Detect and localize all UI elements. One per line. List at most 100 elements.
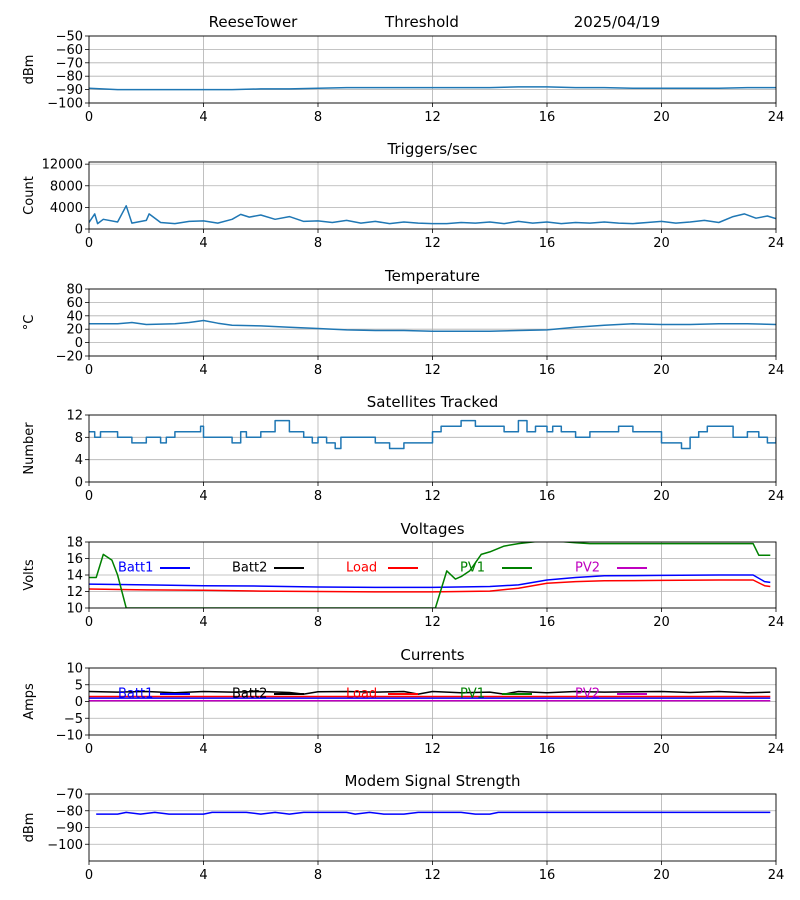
panel-title: Voltages bbox=[400, 520, 464, 538]
x-tick-label: 0 bbox=[85, 489, 93, 504]
x-tick-label: 16 bbox=[539, 615, 556, 630]
legend: Batt1 Batt2 Load PV1 PV2 bbox=[118, 687, 647, 702]
y-tick-label: −60 bbox=[56, 43, 83, 58]
y-axis-label: Volts bbox=[22, 559, 37, 591]
y-tick-label: 12 bbox=[66, 585, 83, 600]
panel-threshold: 0 4 8 12 16 20 24 −100−90−80−70−60−50 dBm bbox=[22, 30, 784, 126]
x-tick-label: 24 bbox=[768, 742, 785, 757]
y-axis-label: Count bbox=[22, 176, 37, 215]
x-tick-label: 8 bbox=[314, 615, 322, 630]
x-tick-label: 20 bbox=[653, 615, 670, 630]
legend-label-batt1: Batt1 bbox=[118, 561, 153, 576]
x-tick-label: 4 bbox=[199, 615, 207, 630]
legend: Batt1 Batt2 Load PV1 PV2 bbox=[118, 561, 647, 576]
x-tick-label: 24 bbox=[768, 868, 785, 883]
legend-label-load: Load bbox=[346, 561, 377, 576]
y-tick-label: 16 bbox=[66, 552, 83, 567]
x-tick-label: 4 bbox=[199, 110, 207, 125]
y-tick-label: 40 bbox=[66, 309, 83, 324]
x-tick-label: 12 bbox=[424, 110, 441, 125]
panel-triggers: 0 4 8 12 16 20 24 0 4000 8000 12000 Triggers/sec Cou… bbox=[22, 140, 784, 251]
x-tick-label: 0 bbox=[85, 236, 93, 251]
y-tick-label: 10 bbox=[66, 662, 83, 677]
series-line-data bbox=[89, 86, 776, 91]
y-tick-label: 20 bbox=[66, 323, 83, 338]
y-axis-label: Number bbox=[22, 422, 37, 475]
x-tick-label: 20 bbox=[653, 110, 670, 125]
x-tick-label: 24 bbox=[768, 236, 785, 251]
x-tick-label: 8 bbox=[314, 742, 322, 757]
y-tick-label: 14 bbox=[66, 569, 83, 584]
y-tick-label: 0 bbox=[75, 336, 83, 351]
panel-title: Currents bbox=[400, 646, 464, 664]
y-tick-label: −100 bbox=[47, 838, 83, 853]
x-tick-label: 20 bbox=[653, 868, 670, 883]
x-tick-label: 16 bbox=[539, 363, 556, 378]
y-tick-label: −5 bbox=[64, 712, 83, 727]
series-line-pv1 bbox=[89, 542, 771, 608]
panel-satellites: 0 4 8 12 16 20 24 0 4 8 12 Satellites Tracked Number bbox=[22, 393, 784, 504]
x-tick-label: 8 bbox=[314, 236, 322, 251]
x-tick-label: 8 bbox=[314, 489, 322, 504]
x-tick-label: 4 bbox=[199, 489, 207, 504]
y-tick-label: 0 bbox=[75, 223, 83, 238]
x-tick-label: 20 bbox=[653, 236, 670, 251]
x-tick-label: 0 bbox=[85, 615, 93, 630]
header-station: ReeseTower bbox=[209, 13, 299, 31]
y-axis-label: Amps bbox=[22, 683, 37, 720]
y-tick-label: −90 bbox=[56, 821, 83, 836]
x-tick-label: 16 bbox=[539, 489, 556, 504]
y-tick-label: −80 bbox=[56, 804, 83, 819]
panel-title: Triggers/sec bbox=[387, 140, 478, 158]
y-tick-label: −70 bbox=[56, 788, 83, 803]
x-tick-label: 16 bbox=[539, 110, 556, 125]
legend-label-pv1: PV1 bbox=[460, 687, 485, 702]
x-tick-label: 0 bbox=[85, 868, 93, 883]
series-line-data bbox=[89, 319, 776, 332]
x-tick-label: 4 bbox=[199, 236, 207, 251]
y-tick-label: −100 bbox=[47, 97, 83, 112]
x-tick-label: 16 bbox=[539, 742, 556, 757]
x-tick-label: 0 bbox=[85, 110, 93, 125]
x-tick-label: 4 bbox=[199, 363, 207, 378]
y-tick-label: −70 bbox=[56, 56, 83, 71]
y-tick-label: 5 bbox=[75, 678, 83, 693]
legend-label-pv2: PV2 bbox=[575, 561, 600, 576]
x-tick-label: 4 bbox=[199, 742, 207, 757]
x-tick-label: 20 bbox=[653, 363, 670, 378]
y-tick-label: −80 bbox=[56, 70, 83, 85]
series-line-data bbox=[89, 205, 776, 225]
x-tick-label: 4 bbox=[199, 868, 207, 883]
x-tick-label: 12 bbox=[424, 742, 441, 757]
y-tick-label: −90 bbox=[56, 83, 83, 98]
x-tick-label: 12 bbox=[424, 236, 441, 251]
x-tick-label: 12 bbox=[424, 868, 441, 883]
x-tick-label: 20 bbox=[653, 489, 670, 504]
y-tick-label: 12 bbox=[66, 409, 83, 424]
y-tick-label: −50 bbox=[56, 30, 83, 45]
series-line-batt1 bbox=[89, 574, 771, 589]
y-tick-label: 4 bbox=[75, 453, 83, 468]
x-tick-label: 24 bbox=[768, 363, 785, 378]
x-tick-label: 24 bbox=[768, 615, 785, 630]
y-tick-label: 10 bbox=[66, 602, 83, 617]
x-tick-label: 0 bbox=[85, 363, 93, 378]
x-tick-label: 12 bbox=[424, 489, 441, 504]
x-tick-label: 16 bbox=[539, 236, 556, 251]
series-line-load bbox=[89, 579, 771, 593]
series-line-batt2 bbox=[89, 690, 771, 695]
x-tick-label: 12 bbox=[424, 363, 441, 378]
header-date: 2025/04/19 bbox=[574, 13, 660, 31]
y-tick-label: 8 bbox=[75, 431, 83, 446]
panel-title: Temperature bbox=[384, 267, 480, 285]
x-tick-label: 8 bbox=[314, 868, 322, 883]
y-axis-label: dBm bbox=[22, 55, 37, 85]
y-tick-label: 12000 bbox=[42, 158, 83, 173]
x-tick-label: 24 bbox=[768, 489, 785, 504]
panel-title: Modem Signal Strength bbox=[345, 772, 521, 790]
